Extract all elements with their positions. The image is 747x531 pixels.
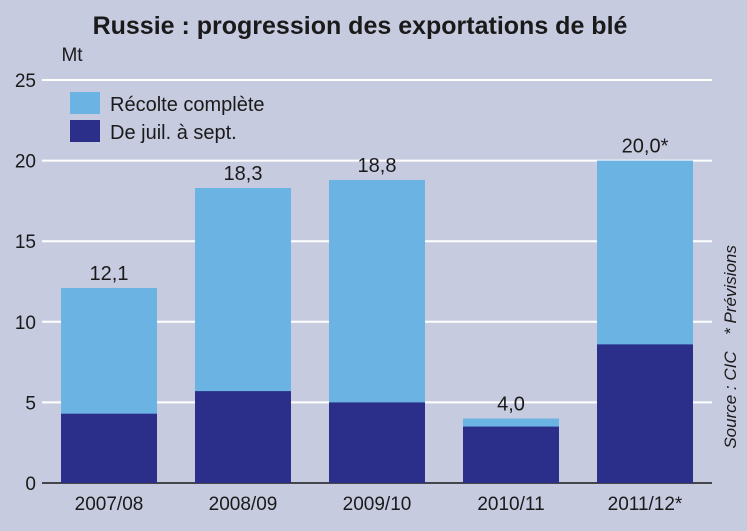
y-tick-label-25: 25 (15, 71, 36, 92)
y-tick-label-20: 20 (15, 152, 36, 173)
y-axis-unit: Mt (61, 45, 83, 66)
x-tick-label-4: 2011/12* (608, 494, 683, 515)
value-label-3: 4,0 (497, 394, 525, 416)
value-label-0: 12,1 (90, 263, 129, 285)
y-tick-label-15: 15 (15, 232, 36, 253)
y-tick-label-5: 5 (25, 393, 36, 414)
y-tick-label-10: 10 (15, 313, 36, 334)
x-tick-label-2: 2009/10 (343, 494, 412, 515)
bar-jul-sep-4 (597, 344, 693, 483)
source-note: Source : CIC (721, 351, 740, 449)
value-label-2: 18,8 (358, 155, 397, 177)
value-label-1: 18,3 (224, 163, 263, 185)
x-tick-label-3: 2010/11 (477, 494, 544, 515)
x-tick-label-1: 2008/09 (209, 494, 278, 515)
y-tick-label-0: 0 (25, 474, 36, 495)
chart-title: Russie : progression des exportations de… (93, 12, 628, 40)
legend: Récolte complète De juil. à sept. (70, 92, 265, 144)
legend-swatch-full-harvest (70, 92, 100, 114)
legend-swatch-jul-sep (70, 120, 100, 142)
bar-jul-sep-2 (329, 402, 425, 483)
forecast-note: * Prévisions (721, 245, 740, 335)
legend-label-jul-sep: De juil. à sept. (110, 122, 237, 144)
value-label-4: 20,0* (622, 136, 669, 158)
legend-label-full-harvest: Récolte complète (110, 94, 265, 116)
bar-jul-sep-0 (61, 413, 157, 483)
x-tick-label-0: 2007/08 (75, 494, 144, 515)
bar-jul-sep-1 (195, 391, 291, 483)
bar-jul-sep-3 (463, 426, 559, 483)
